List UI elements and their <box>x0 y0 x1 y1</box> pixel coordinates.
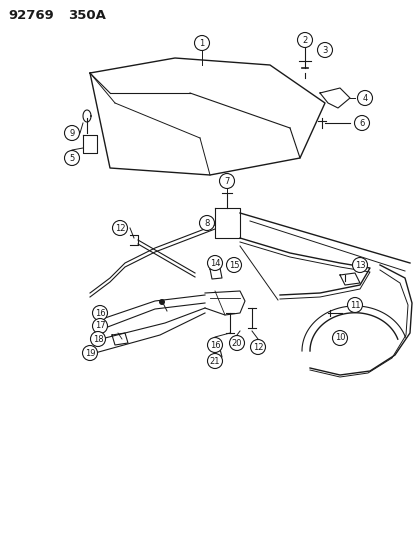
Text: 13: 13 <box>354 261 364 270</box>
Circle shape <box>199 215 214 230</box>
Text: 7: 7 <box>224 176 229 185</box>
Text: 4: 4 <box>361 93 367 102</box>
Circle shape <box>207 353 222 368</box>
Circle shape <box>112 221 127 236</box>
Text: 21: 21 <box>209 357 220 366</box>
Text: 1: 1 <box>199 38 204 47</box>
Text: 9: 9 <box>69 128 74 138</box>
Circle shape <box>207 255 222 271</box>
Circle shape <box>159 299 165 305</box>
Text: 2: 2 <box>301 36 307 44</box>
Text: 11: 11 <box>349 301 359 310</box>
Circle shape <box>317 43 332 58</box>
Circle shape <box>90 332 105 346</box>
Text: 3: 3 <box>322 45 327 54</box>
Circle shape <box>92 305 107 320</box>
Circle shape <box>297 33 312 47</box>
Circle shape <box>92 319 107 334</box>
Circle shape <box>82 345 97 360</box>
Text: 10: 10 <box>334 334 344 343</box>
Text: 18: 18 <box>93 335 103 343</box>
Text: 8: 8 <box>204 219 209 228</box>
Circle shape <box>219 174 234 189</box>
Circle shape <box>332 330 347 345</box>
Text: 16: 16 <box>209 341 220 350</box>
Circle shape <box>226 257 241 272</box>
Text: 5: 5 <box>69 154 74 163</box>
Circle shape <box>250 340 265 354</box>
Circle shape <box>347 297 362 312</box>
Text: 14: 14 <box>209 259 220 268</box>
Circle shape <box>351 257 367 272</box>
Text: 92769: 92769 <box>8 9 54 22</box>
Circle shape <box>357 91 372 106</box>
Circle shape <box>229 335 244 351</box>
Text: 19: 19 <box>85 349 95 358</box>
Text: 12: 12 <box>114 223 125 232</box>
Text: 350A: 350A <box>68 9 106 22</box>
Circle shape <box>64 150 79 166</box>
Circle shape <box>194 36 209 51</box>
Text: 6: 6 <box>358 118 364 127</box>
Circle shape <box>354 116 369 131</box>
Text: 20: 20 <box>231 338 242 348</box>
Text: 12: 12 <box>252 343 263 351</box>
Circle shape <box>64 125 79 141</box>
Text: 17: 17 <box>95 321 105 330</box>
Text: 16: 16 <box>95 309 105 318</box>
Circle shape <box>207 337 222 352</box>
Text: 15: 15 <box>228 261 239 270</box>
